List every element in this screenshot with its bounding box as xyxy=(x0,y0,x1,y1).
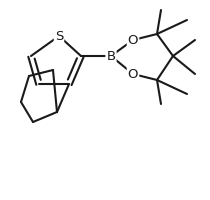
Text: S: S xyxy=(55,29,63,43)
Text: B: B xyxy=(106,49,116,62)
Text: O: O xyxy=(128,33,138,46)
Text: O: O xyxy=(128,68,138,80)
